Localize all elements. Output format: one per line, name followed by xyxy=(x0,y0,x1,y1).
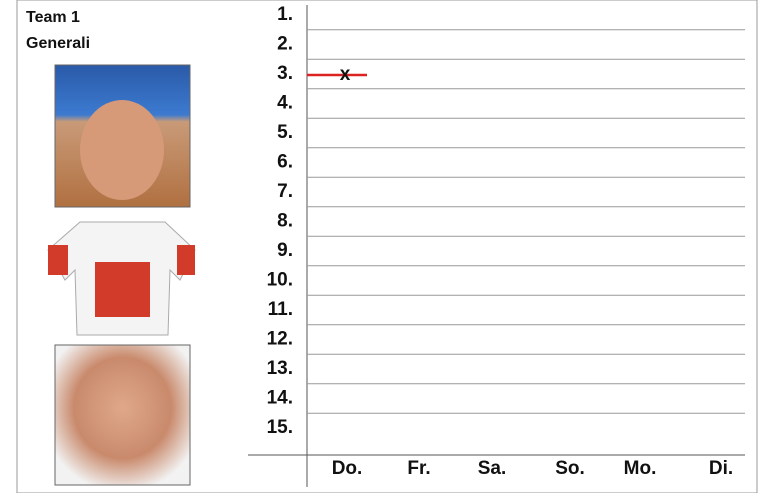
rank-label: 12. xyxy=(267,329,293,350)
rank-label: 10. xyxy=(267,270,293,291)
rank-label: 6. xyxy=(277,152,293,173)
day-label: Sa. xyxy=(478,458,507,479)
rank-label: 15. xyxy=(267,417,293,438)
sponsor-label: Generali xyxy=(26,35,90,52)
rank-label: 3. xyxy=(277,63,293,84)
rank-label: 5. xyxy=(277,122,293,143)
rank-label: 13. xyxy=(267,358,293,379)
rank-label: 7. xyxy=(277,181,293,202)
day-label: Mo. xyxy=(624,458,657,479)
rank-label: 4. xyxy=(277,93,293,114)
rank-label: 14. xyxy=(267,388,293,409)
ranking-sheet: Team 1 Generali 1. 2. 3. 4. 5. 6. 7. 8. 9. 10. 11.… xyxy=(0,0,763,493)
rank-label: 1. xyxy=(277,4,293,25)
rank-label: 8. xyxy=(277,211,293,232)
rank-label: 11. xyxy=(268,299,293,320)
rider-face xyxy=(80,100,164,200)
day-label: Di. xyxy=(709,458,733,479)
day-label: Fr. xyxy=(407,458,430,479)
rank-label: 9. xyxy=(277,240,293,261)
team-jersey xyxy=(48,222,195,335)
rank-label: 2. xyxy=(277,34,293,55)
team-label: Team 1 xyxy=(26,9,80,26)
mark-label: x xyxy=(340,64,351,85)
day-label: So. xyxy=(555,458,585,479)
director-photo xyxy=(55,345,190,485)
day-label: Do. xyxy=(332,458,363,479)
